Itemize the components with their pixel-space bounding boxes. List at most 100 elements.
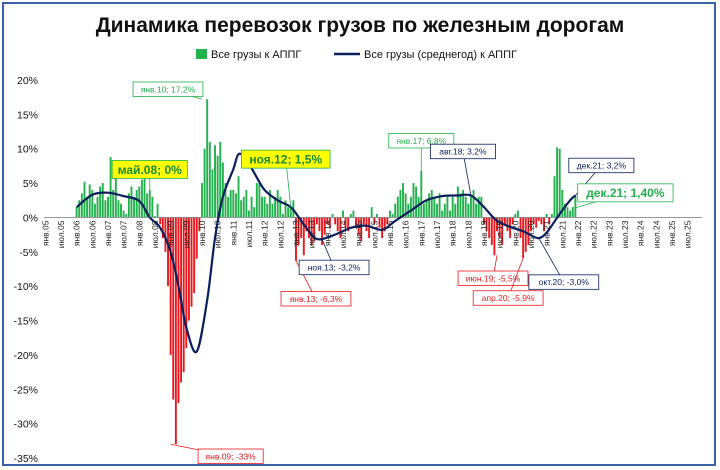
bar [221, 162, 224, 218]
bar [485, 217, 488, 232]
annotation-label: июн.19; -5,5% [466, 273, 521, 283]
bar [328, 217, 331, 228]
y-tick-label: -20% [13, 350, 38, 362]
bar [336, 217, 339, 232]
x-tick-label: июл.25 [683, 220, 693, 248]
bar [480, 196, 483, 218]
bar [378, 217, 381, 228]
annotation-label: янв.17; 6,8% [396, 136, 446, 146]
bar [373, 217, 376, 225]
bar [530, 217, 532, 232]
bar [514, 214, 517, 218]
annotation-box [568, 157, 635, 174]
bar [446, 196, 449, 218]
bar [399, 189, 402, 218]
x-tick-label: июл.16 [401, 220, 411, 248]
bar [112, 189, 115, 218]
bar [295, 217, 297, 261]
bar [274, 196, 277, 218]
bar [394, 203, 397, 218]
bar [370, 207, 373, 218]
x-tick-label: янв.10 [197, 220, 207, 246]
x-tick-label: июл.08 [150, 220, 160, 248]
bar [229, 189, 232, 218]
bar [535, 217, 538, 228]
bar [143, 169, 146, 218]
legend-label-line: Все грузы (среднегод) к АППГ [364, 49, 517, 61]
x-tick-label: июл.17 [432, 220, 442, 248]
y-tick-label: -15% [13, 316, 38, 328]
x-tick-label: июл.23 [620, 220, 630, 248]
y-axis: 20% 15% 10% 5% 0% -5% -10% -15% -20% -25% -30% -35% [13, 75, 38, 465]
annotation-box [429, 143, 496, 160]
annotation-box [197, 448, 264, 464]
bar [569, 210, 572, 218]
bar [383, 217, 386, 232]
y-tick-label: -25% [13, 384, 38, 396]
bar [248, 210, 250, 218]
bar [104, 200, 107, 218]
annotation-label: янв.13; -6,3% [290, 294, 343, 304]
bar [415, 186, 418, 218]
bar [516, 210, 519, 218]
bar [305, 217, 308, 232]
annotation-box [528, 274, 600, 290]
bar [389, 210, 391, 218]
annotation-box [241, 149, 331, 169]
bar [420, 170, 423, 218]
bar [331, 214, 334, 218]
bar [266, 203, 269, 218]
bar [496, 217, 498, 232]
bar [321, 217, 324, 245]
bar [86, 196, 89, 218]
bar [146, 193, 149, 218]
bar [313, 217, 316, 242]
bar [135, 189, 138, 218]
x-tick-label: янв.12 [260, 220, 270, 246]
bar [234, 193, 237, 218]
bar [109, 156, 112, 218]
annotation-label: авг.18; 3,2% [439, 147, 487, 157]
bar [459, 193, 462, 218]
bar [381, 217, 384, 239]
x-tick-label: янв.19 [479, 220, 489, 246]
y-tick-label: -5% [19, 247, 38, 259]
bar [255, 183, 258, 218]
bar [342, 210, 344, 218]
bar [211, 169, 214, 218]
bar [451, 196, 454, 218]
x-tick-label: янв.17 [416, 220, 426, 246]
annotation-label: янв.10; 17,2% [141, 84, 196, 94]
bar [182, 217, 185, 373]
bar [250, 196, 253, 218]
bar [436, 203, 438, 218]
bar [527, 217, 530, 245]
bar [323, 217, 326, 235]
bar [412, 183, 415, 218]
bar [543, 217, 545, 232]
bar [308, 217, 310, 239]
bar [472, 189, 475, 218]
bar [532, 217, 535, 225]
x-tick-label: янв.20 [510, 220, 520, 246]
x-tick-label: июл.09 [181, 220, 191, 248]
x-tick-label: янв.07 [103, 220, 113, 246]
bar [391, 214, 394, 218]
bar [287, 207, 290, 218]
bar [219, 141, 222, 218]
bar [261, 196, 263, 218]
bar [172, 217, 175, 400]
bar [368, 217, 371, 239]
bar [396, 196, 399, 218]
bar [133, 196, 136, 218]
bar [407, 203, 410, 218]
y-tick-label: -35% [13, 453, 38, 465]
x-tick-label: янв.24 [636, 220, 646, 246]
bar [289, 207, 292, 218]
bar [300, 217, 303, 239]
x-tick-label: янв.06 [72, 220, 82, 246]
bar [208, 141, 211, 218]
bar [310, 217, 313, 245]
bar [501, 217, 504, 245]
bar [537, 217, 540, 221]
